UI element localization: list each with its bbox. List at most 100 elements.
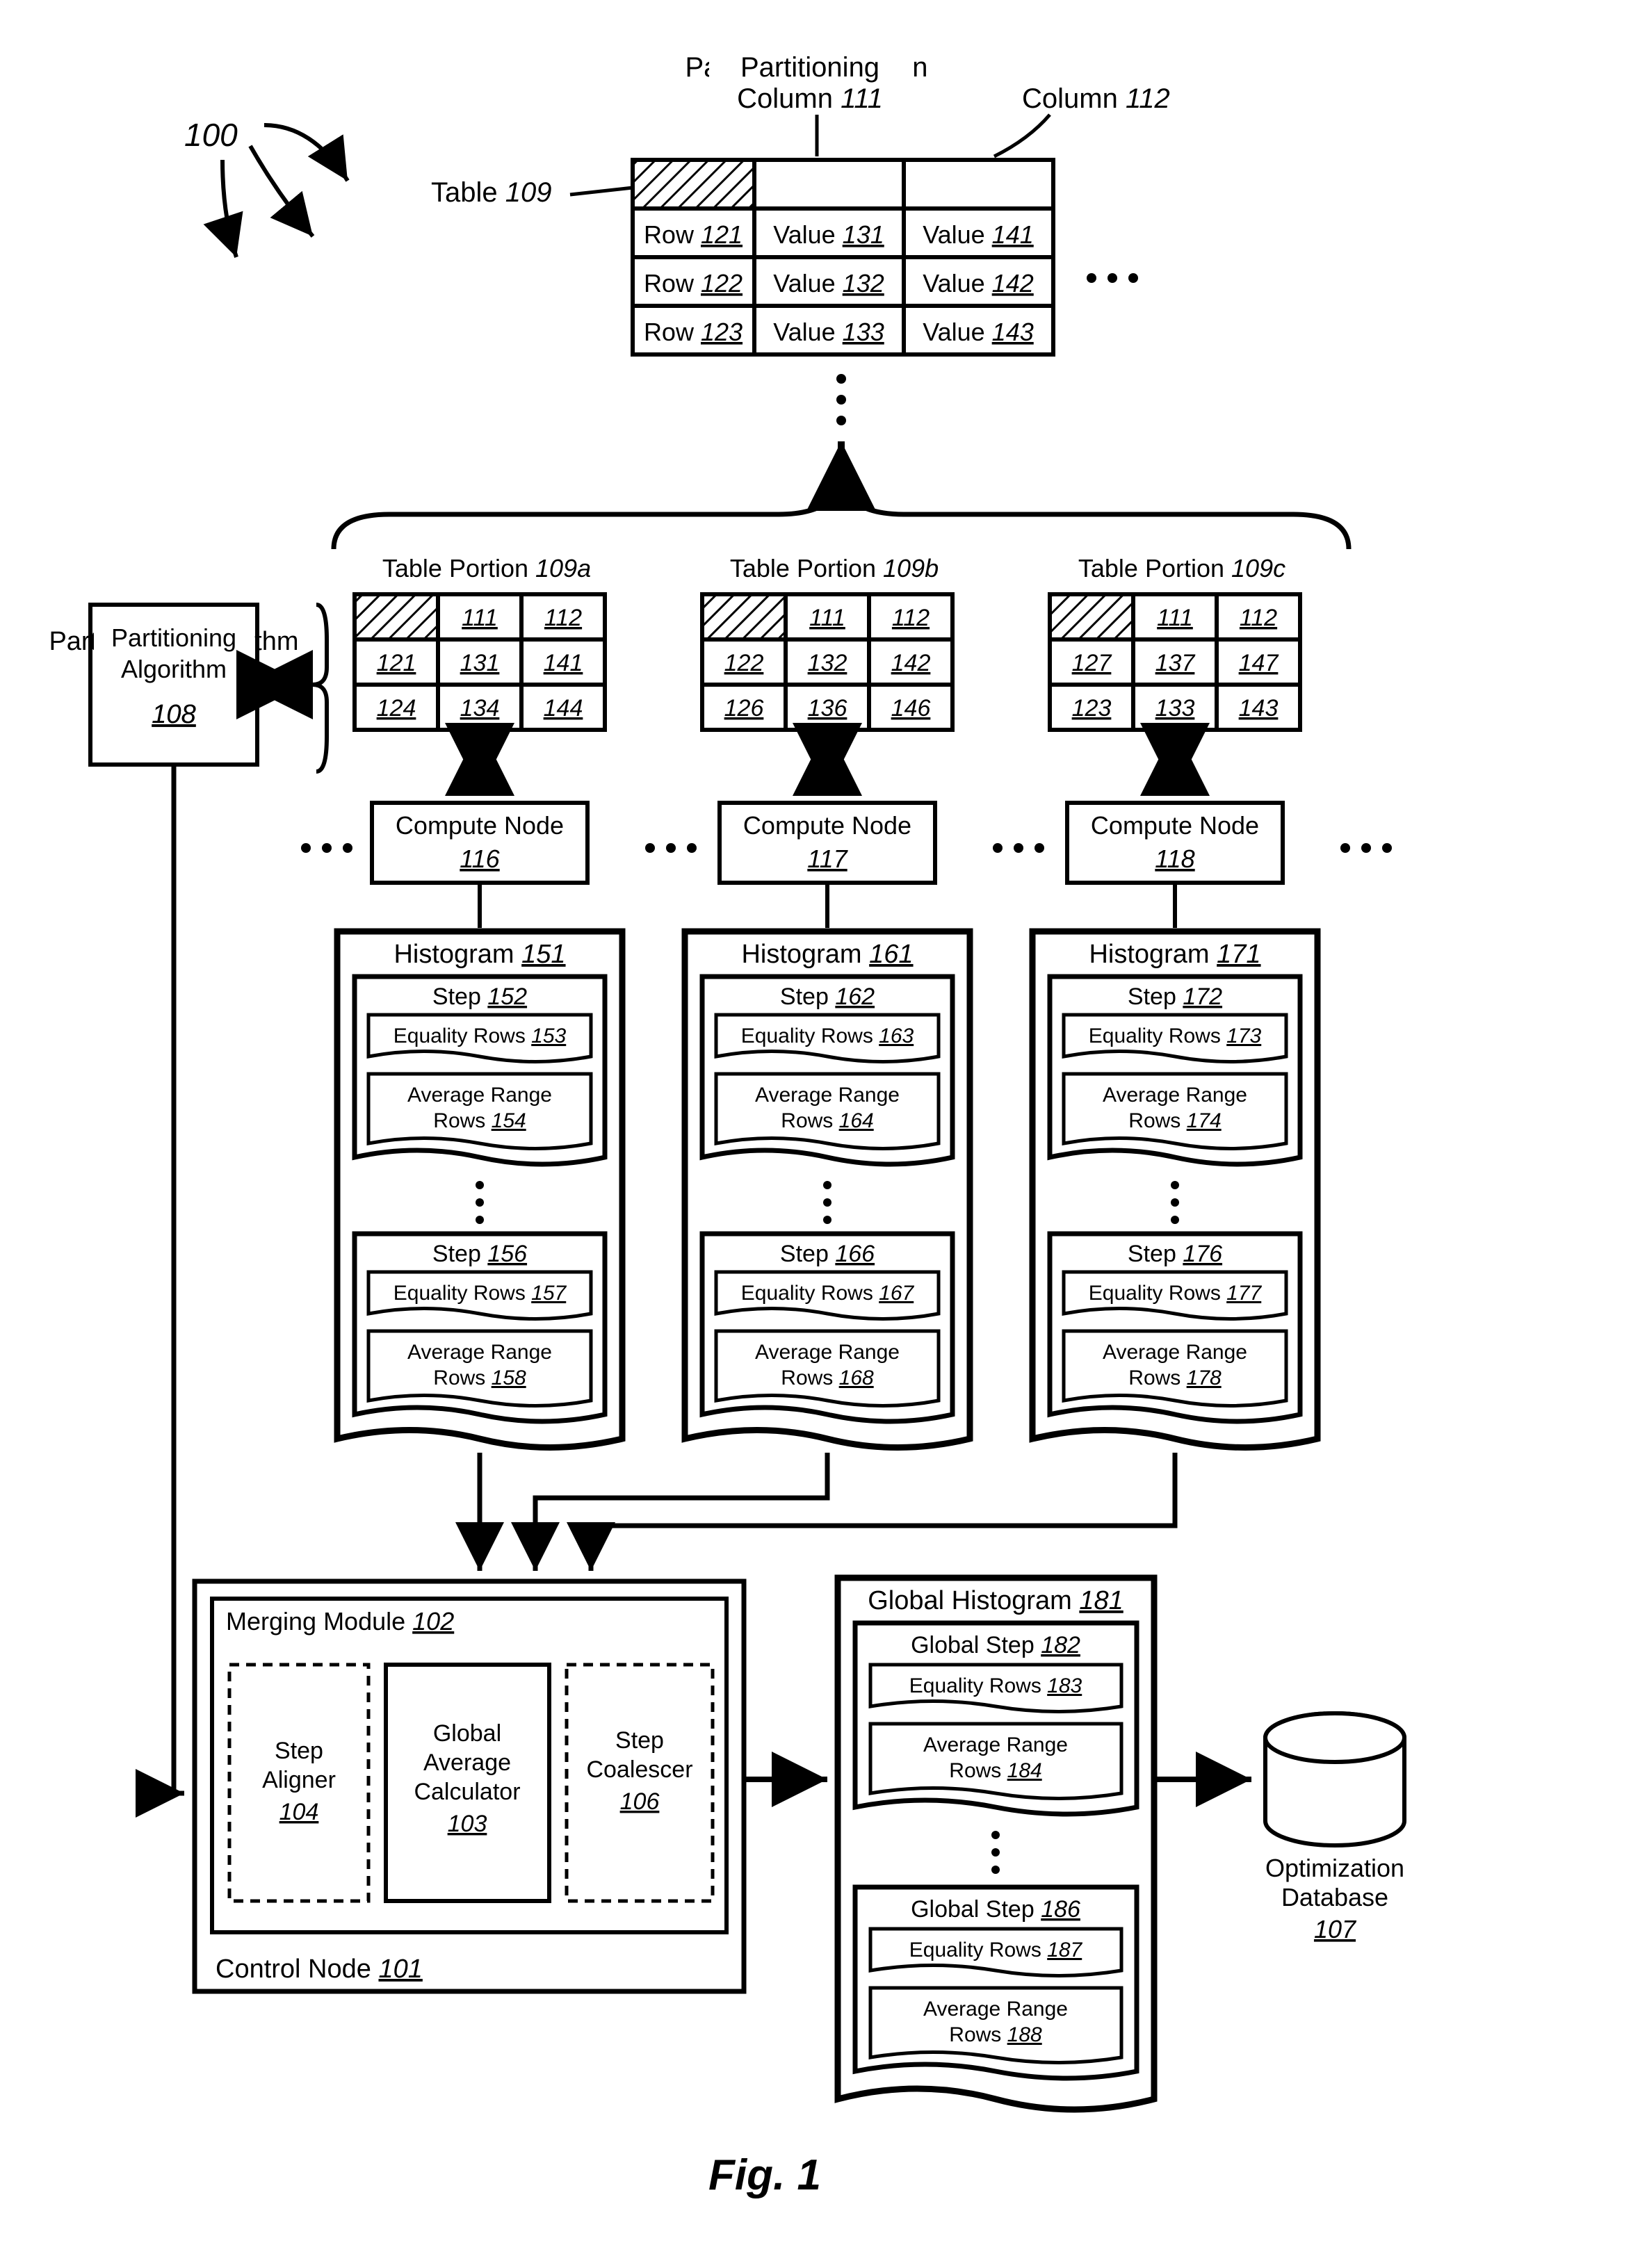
svg-text:Row 123: Row 123	[644, 318, 743, 346]
svg-text:Average Range: Average Range	[407, 1084, 552, 1107]
svg-text:143: 143	[1239, 695, 1279, 721]
svg-text:Average Range: Average Range	[755, 1084, 900, 1107]
svg-text:136: 136	[808, 695, 847, 721]
svg-text:122: 122	[724, 650, 764, 676]
svg-text:Equality Rows 183: Equality Rows 183	[909, 1674, 1082, 1697]
svg-text:Equality Rows 167: Equality Rows 167	[741, 1282, 915, 1305]
svg-text:146: 146	[891, 695, 931, 721]
svg-text:Histogram 161: Histogram 161	[741, 940, 913, 969]
svg-text:Rows 184: Rows 184	[949, 1759, 1041, 1782]
svg-text:Column 111: Column 111	[737, 83, 883, 114]
table-portions: Table Portion 109a Table Portion 109b Ta…	[382, 554, 1285, 582]
svg-text:Histogram 171: Histogram 171	[1089, 940, 1260, 969]
svg-text:Value 131: Value 131	[773, 220, 884, 249]
hist-to-control-arrows	[480, 1453, 1175, 1571]
svg-text:117: 117	[807, 845, 848, 873]
svg-text:Step 172: Step 172	[1128, 984, 1222, 1010]
svg-text:Step 162: Step 162	[780, 984, 875, 1010]
svg-text:126: 126	[724, 695, 764, 721]
svg-text:142: 142	[891, 650, 931, 676]
svg-text:Average Range: Average Range	[923, 1998, 1068, 2021]
svg-text:Average Range: Average Range	[1103, 1341, 1247, 1364]
svg-text:132: 132	[808, 650, 847, 676]
svg-text:106: 106	[620, 1788, 660, 1815]
svg-text:Table Portion 109c: Table Portion 109c	[1078, 554, 1285, 582]
svg-text:Equality Rows 163: Equality Rows 163	[741, 1025, 914, 1047]
figure-ref-100: 100	[184, 117, 348, 257]
svg-text:112: 112	[544, 605, 582, 631]
svg-text:Equality Rows 177: Equality Rows 177	[1089, 1282, 1263, 1305]
svg-text:Table Portion 109a: Table Portion 109a	[382, 554, 591, 582]
svg-text:Coalescer: Coalescer	[586, 1756, 692, 1783]
svg-text:Rows 178: Rows 178	[1128, 1366, 1222, 1389]
histogram-b: Histogram 161 Step 162 Equality Rows 163…	[685, 931, 970, 1448]
svg-text:Rows 164: Rows 164	[781, 1109, 873, 1132]
svg-text:Rows 188: Rows 188	[949, 2023, 1042, 2046]
svg-text:Row 122: Row 122	[644, 269, 743, 297]
svg-text:111: 111	[1157, 605, 1193, 631]
algo-to-control-arrow	[174, 765, 184, 1793]
svg-text:111: 111	[462, 605, 498, 631]
svg-text:134: 134	[460, 695, 500, 721]
svg-text:131: 131	[460, 650, 500, 676]
svg-text:147: 147	[1239, 650, 1279, 676]
svg-text:Partitioning: Partitioning	[740, 52, 879, 83]
svg-text:Value 142: Value 142	[923, 269, 1034, 297]
svg-text:Step 176: Step 176	[1128, 1241, 1222, 1267]
top-table: Partitioning Column Column 112 Table 109	[0, 0, 1170, 425]
svg-text:Rows 158: Rows 158	[433, 1366, 526, 1389]
svg-text:Equality Rows 173: Equality Rows 173	[1089, 1025, 1262, 1047]
svg-text:Merging Module 102: Merging Module 102	[226, 1607, 454, 1635]
svg-text:121: 121	[377, 650, 416, 676]
histogram-a: Histogram 151 Step 152 Equality Rows 153…	[337, 931, 622, 1448]
svg-text:Calculator: Calculator	[414, 1779, 520, 1805]
svg-text:Column 112: Column 112	[1022, 83, 1170, 114]
svg-text:124: 124	[377, 695, 416, 721]
svg-text:108: 108	[152, 700, 195, 729]
svg-text:118: 118	[1155, 845, 1194, 873]
svg-text:123: 123	[1072, 695, 1112, 721]
brace-top	[334, 441, 1349, 549]
table-portion-a: 111 112 121 131 141 124 134 144	[355, 594, 605, 730]
svg-text:Rows 174: Rows 174	[1128, 1109, 1221, 1132]
svg-text:Step 166: Step 166	[780, 1241, 875, 1267]
svg-text:Global Histogram 181: Global Histogram 181	[868, 1586, 1123, 1615]
svg-text:Global Step 186: Global Step 186	[911, 1896, 1080, 1923]
global-histogram: Global Histogram 181 Global Step 182 Equ…	[838, 1578, 1154, 2110]
svg-text:Step: Step	[275, 1738, 323, 1764]
svg-text:Average Range: Average Range	[407, 1341, 552, 1364]
svg-text:Value 141: Value 141	[923, 220, 1034, 249]
svg-text:107: 107	[1314, 1915, 1357, 1943]
svg-text:Global: Global	[433, 1720, 501, 1747]
svg-text:Algorithm: Algorithm	[121, 655, 227, 683]
svg-text:Database: Database	[1281, 1883, 1388, 1911]
table-portion-c: 111112 127137147 123133143	[1050, 594, 1300, 730]
svg-text:Rows 154: Rows 154	[433, 1109, 526, 1132]
svg-text:Compute Node: Compute Node	[396, 811, 564, 840]
svg-text:Table Portion 109b: Table Portion 109b	[730, 554, 939, 582]
control-node: Control Node 101 Merging Module 102 Step…	[195, 1581, 744, 1991]
svg-text:Row 121: Row 121	[644, 220, 743, 249]
svg-text:137: 137	[1155, 650, 1196, 676]
svg-text:Aligner: Aligner	[262, 1767, 336, 1793]
svg-text:141: 141	[544, 650, 583, 676]
svg-text:Compute Node: Compute Node	[1091, 811, 1259, 840]
svg-text:Histogram 151: Histogram 151	[394, 940, 565, 969]
histogram-c: Histogram 171 Step 172 Equality Rows 173…	[1032, 931, 1317, 1448]
svg-text:112: 112	[1240, 605, 1277, 631]
table-portion-b: 111 112 122 132 142 126 136 146	[702, 594, 952, 730]
svg-text:Equality Rows 153: Equality Rows 153	[394, 1025, 567, 1047]
svg-text:103: 103	[448, 1811, 487, 1837]
svg-text:116: 116	[460, 845, 500, 873]
svg-text:111: 111	[809, 605, 845, 631]
svg-text:Step: Step	[615, 1727, 664, 1754]
svg-text:Step 152: Step 152	[432, 984, 527, 1010]
compute-hist-lines	[480, 883, 1175, 928]
svg-text:144: 144	[544, 695, 583, 721]
svg-text:Equality Rows 157: Equality Rows 157	[394, 1282, 567, 1305]
svg-text:112: 112	[892, 605, 930, 631]
svg-text:Value 133: Value 133	[773, 318, 884, 346]
svg-text:Value 143: Value 143	[923, 318, 1034, 346]
svg-text:Rows 168: Rows 168	[781, 1366, 874, 1389]
svg-text:127: 127	[1072, 650, 1112, 676]
